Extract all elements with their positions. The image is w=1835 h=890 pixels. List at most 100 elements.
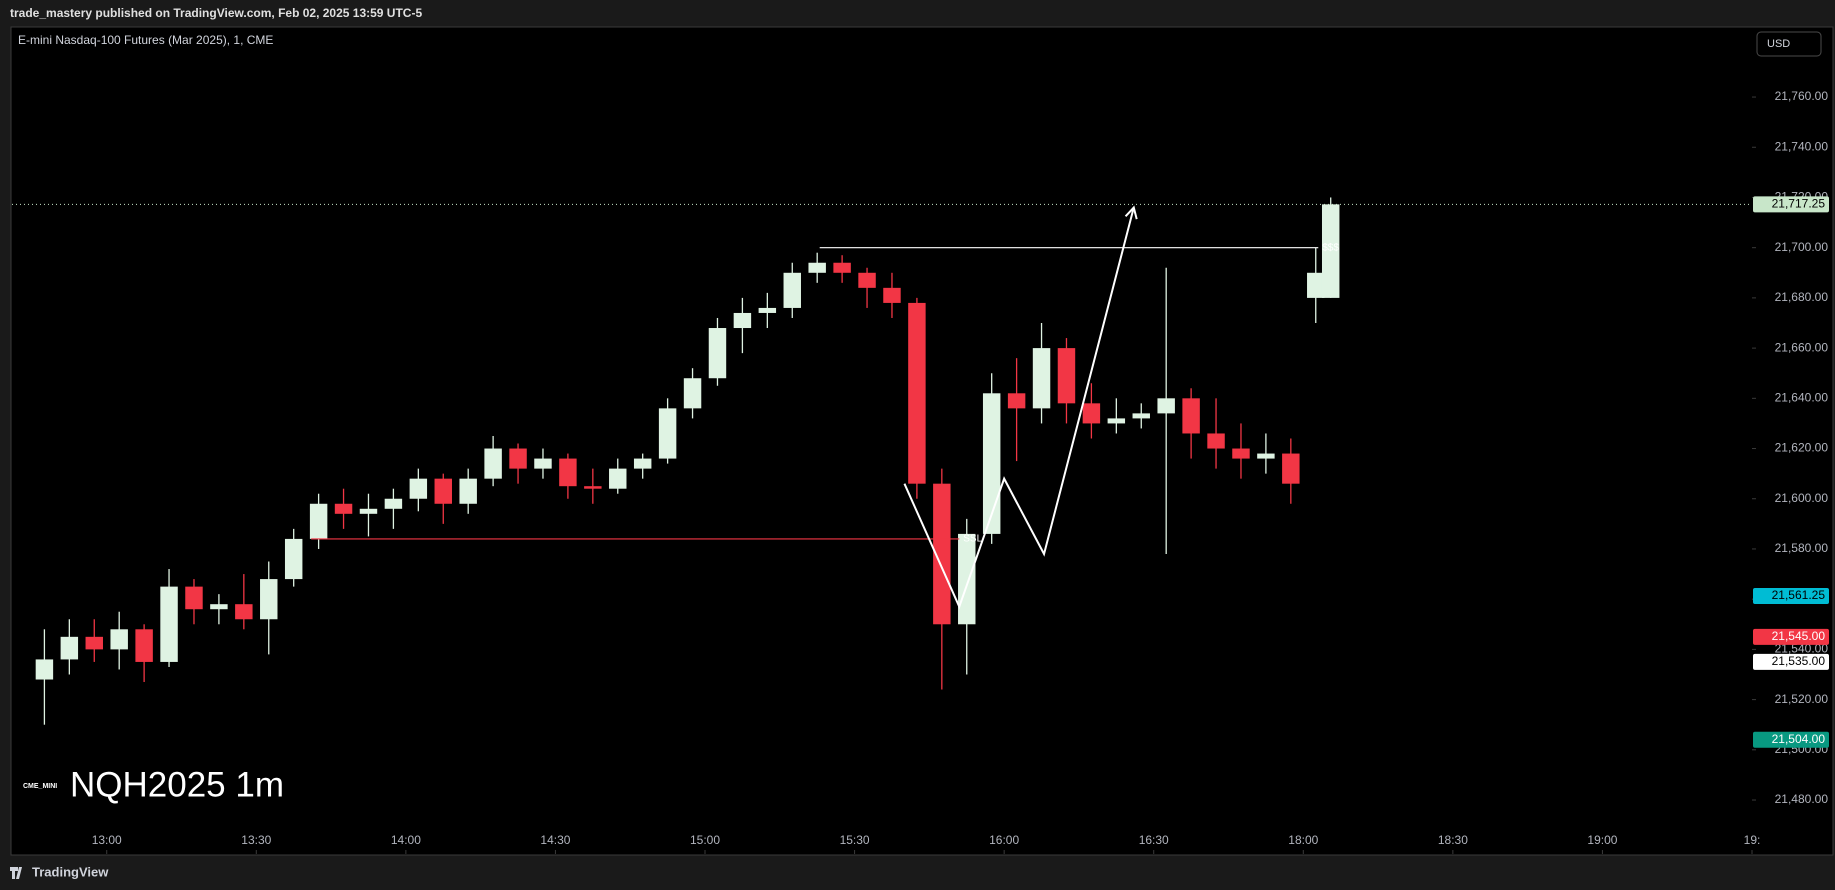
y-tick-label: 21,480.00 xyxy=(1775,792,1829,806)
x-tick-label: 13:30 xyxy=(241,833,271,847)
candle-body xyxy=(160,586,178,662)
x-tick-label: 13:00 xyxy=(92,833,122,847)
price-tag xyxy=(1753,628,1829,645)
y-tick-label: 21,540.00 xyxy=(1775,642,1829,656)
candle-body xyxy=(135,629,153,662)
candle-body xyxy=(633,458,652,469)
candle-body xyxy=(1032,348,1051,409)
price-tag-label: 21,717.25 xyxy=(1772,197,1826,211)
x-tick-label: 16:30 xyxy=(1139,833,1169,847)
candle-body xyxy=(534,458,552,469)
price-tag-label: 21,504.00 xyxy=(1772,732,1826,746)
x-tick-label: 14:00 xyxy=(391,833,421,847)
candle-body xyxy=(808,262,826,273)
candle-body xyxy=(384,498,403,509)
price-tag xyxy=(1753,588,1829,605)
candle-body xyxy=(933,483,951,625)
candle-body xyxy=(509,448,527,469)
candle-body xyxy=(683,378,702,409)
candle-body xyxy=(908,302,926,484)
chart-layer: 21,480.0021,500.0021,520.0021,540.0021,5… xyxy=(12,89,1829,854)
candle-body xyxy=(484,448,502,479)
candle-body xyxy=(1007,393,1026,409)
candle-body xyxy=(1307,272,1325,298)
candle-body xyxy=(833,262,851,273)
candle-body xyxy=(235,604,253,620)
candle-body xyxy=(284,538,303,580)
x-tick-label: 18:00 xyxy=(1288,833,1318,847)
price-tag-label: 21,535.00 xyxy=(1772,654,1826,668)
candle-body xyxy=(883,287,901,303)
y-tick-label: 21,760.00 xyxy=(1775,89,1829,103)
price-tag xyxy=(1753,196,1829,213)
candle-body xyxy=(35,659,54,680)
candle-body xyxy=(1207,433,1225,449)
candle-body xyxy=(1282,453,1300,484)
candle-body xyxy=(85,636,103,650)
drawn-path xyxy=(903,207,1135,610)
price-tag-label: 21,545.00 xyxy=(1772,629,1826,643)
candle-body xyxy=(958,533,976,625)
candle-body xyxy=(584,486,602,489)
candle-body xyxy=(609,468,627,489)
candle-body xyxy=(1082,403,1101,424)
candle-body xyxy=(1132,413,1150,419)
y-tick-label: 21,600.00 xyxy=(1775,491,1829,505)
x-tick-label: 16:00 xyxy=(989,833,1019,847)
candle-body xyxy=(733,312,752,329)
tradingview-logo xyxy=(10,867,22,879)
y-tick-label: 21,520.00 xyxy=(1775,692,1829,706)
y-tick-label: 21,680.00 xyxy=(1775,290,1829,304)
candle-body xyxy=(409,478,428,499)
x-tick-label: 14:30 xyxy=(540,833,570,847)
candle-body xyxy=(1157,398,1175,414)
candle-body xyxy=(982,393,1001,534)
candle-body xyxy=(1232,448,1250,459)
watermark: NQH2025 1m xyxy=(70,765,284,804)
level-label: SSL xyxy=(963,534,982,545)
candle-body xyxy=(658,408,677,459)
level-label: $$$ xyxy=(1322,242,1339,253)
candle-body xyxy=(1182,398,1200,434)
price-tag xyxy=(1753,731,1829,748)
candle-body xyxy=(1057,348,1076,404)
symbol-legend: E-mini Nasdaq-100 Futures (Mar 2025), 1,… xyxy=(18,33,273,47)
x-tick-label: 18:30 xyxy=(1438,833,1468,847)
publish-header: trade_mastery published on TradingView.c… xyxy=(10,6,422,20)
candle-body xyxy=(210,604,228,610)
candle-body xyxy=(110,629,128,650)
y-tick-label: 21,580.00 xyxy=(1775,541,1829,555)
candle-body xyxy=(708,328,727,379)
currency-label[interactable]: USD xyxy=(1767,38,1790,50)
x-tick-label: 19: xyxy=(1744,833,1761,847)
logo-mark xyxy=(10,867,22,879)
price-tag-label: 21,561.25 xyxy=(1772,588,1826,602)
candle-body xyxy=(185,586,203,610)
candle-body xyxy=(858,272,876,288)
candle-body xyxy=(459,478,477,504)
y-tick-label: 21,700.00 xyxy=(1775,240,1829,254)
candle-body xyxy=(60,636,79,660)
candle-body xyxy=(334,503,353,514)
footer-brand: TradingView xyxy=(32,864,109,879)
candle-body xyxy=(758,307,777,313)
candle-body xyxy=(434,478,452,504)
y-tick-label: 21,640.00 xyxy=(1775,390,1829,404)
x-tick-label: 19:00 xyxy=(1587,833,1617,847)
y-tick-label: 21,660.00 xyxy=(1775,340,1829,354)
y-tick-label: 21,740.00 xyxy=(1775,139,1829,153)
x-tick-label: 15:30 xyxy=(840,833,870,847)
candle-body xyxy=(1321,204,1340,298)
price-tag xyxy=(1753,653,1829,670)
candle-body xyxy=(359,508,378,514)
arrow-head xyxy=(1124,205,1138,220)
candle-body xyxy=(559,458,577,487)
candle-body xyxy=(783,272,801,308)
currency-button[interactable] xyxy=(1756,31,1822,57)
y-tick-label: 21,620.00 xyxy=(1775,441,1829,455)
candle-body xyxy=(1257,453,1275,459)
x-tick-label: 15:00 xyxy=(690,833,720,847)
